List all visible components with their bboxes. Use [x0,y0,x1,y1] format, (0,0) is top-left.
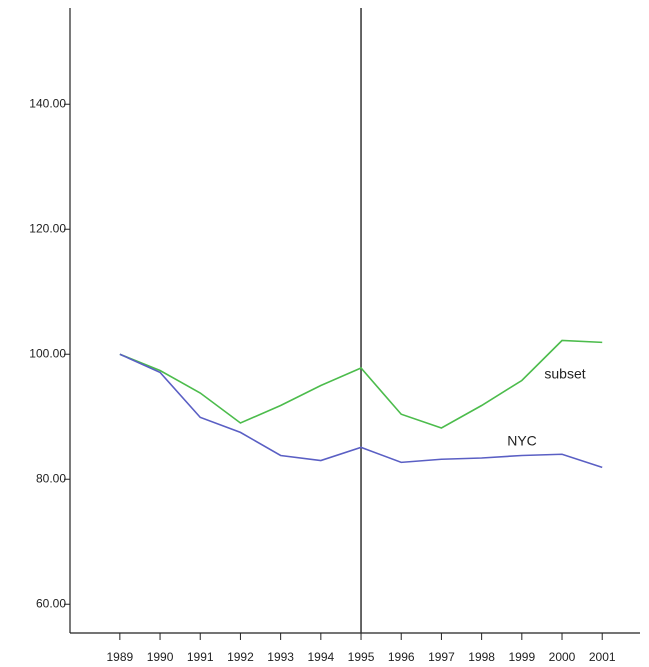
x-tick-label: 1992 [227,650,254,664]
series-label: subset [544,366,585,382]
x-tick-label: 1995 [348,650,375,664]
x-tick-label: 2000 [549,650,576,664]
x-tick-label: 1999 [508,650,535,664]
x-tick-label: 2001 [589,650,616,664]
y-tick-label: 80.00 [36,471,66,485]
y-tick-label: 100.00 [29,346,66,360]
series-line [119,339,603,429]
x-tick-label: 1994 [307,650,334,664]
y-tick-label: 60.00 [36,596,66,610]
x-tick-label: 1990 [147,650,174,664]
y-tick-label: 140.00 [29,96,66,110]
x-tick-label: 1993 [267,650,294,664]
x-tick-label: 1989 [106,650,133,664]
y-tick-label: 120.00 [29,221,66,235]
series-label: NYC [507,433,537,449]
x-tick-label: 1991 [187,650,214,664]
x-tick-label: 1996 [388,650,415,664]
series-line [119,353,603,469]
x-tick-label: 1998 [468,650,495,664]
x-tick-label: 1997 [428,650,455,664]
